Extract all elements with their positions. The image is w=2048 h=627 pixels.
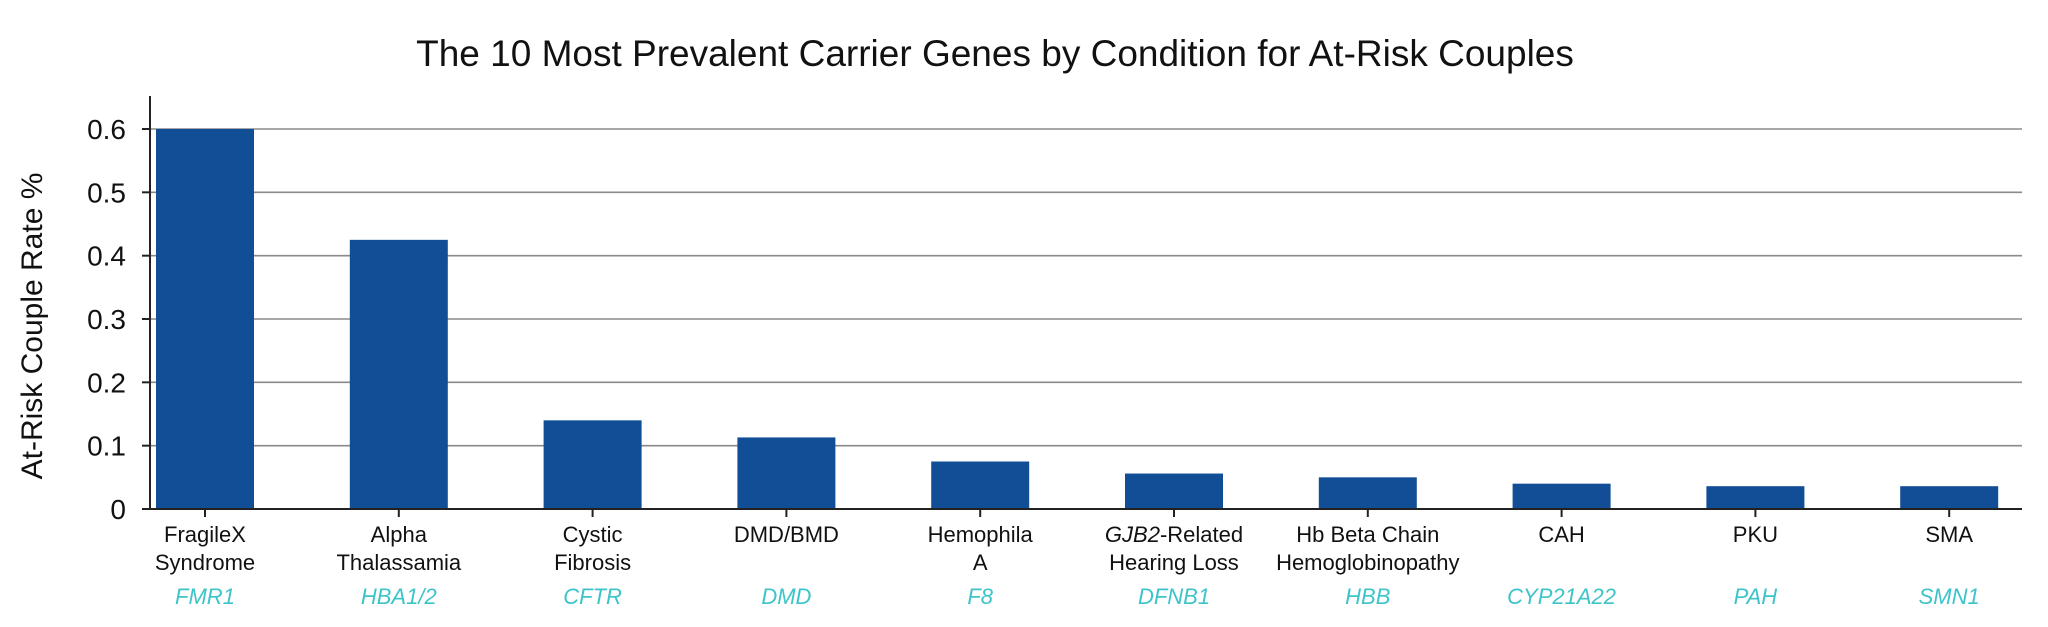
bar [1318,477,1417,509]
y-tick-label: 0.2 [87,367,126,398]
y-axis-label: At-Risk Couple Rate % [16,173,49,480]
gene-label: CFTR [563,584,622,609]
gene-label: CYP21A22 [1507,584,1616,609]
category-label: CAH [1538,522,1584,547]
y-tick-label: 0.4 [87,241,126,272]
category-label: DMD/BMD [734,522,839,547]
gene-label: DFNB1 [1138,584,1210,609]
bar [1512,483,1611,509]
category-label: SMA [1925,522,1973,547]
gene-label: DMD [761,584,811,609]
y-tick-label: 0.1 [87,431,126,462]
category-label: A [973,550,988,575]
category-label: Alpha [371,522,428,547]
gene-label: FMR1 [175,584,235,609]
y-tick-label: 0.3 [87,304,126,335]
gene-label: HBA1/2 [361,584,437,609]
category-labels: FragileX Syndrome Alpha Thalassamia Cystic Fi… [155,509,1973,575]
category-label: FragileX [164,522,246,547]
bar [1125,473,1223,509]
bar [1706,486,1805,509]
bar [737,437,836,509]
chart-title: The 10 Most Prevalent Carrier Genes by C… [416,33,1574,74]
gene-label: F8 [967,584,993,609]
gene-label: SMN1 [1919,584,1980,609]
bar [156,129,254,509]
category-label: Cystic [563,522,623,547]
category-label: Hb Beta Chain [1296,522,1439,547]
bar [931,461,1030,509]
category-label: Hemophila [928,522,1034,547]
category-label: Thalassamia [336,550,461,575]
category-label: GJB2-Related [1105,522,1243,547]
bar [349,239,448,510]
category-label: Hearing Loss [1109,550,1239,575]
y-tick-label: 0 [110,494,126,525]
gene-labels: FMR1 HBA1/2 CFTR DMD F8 DFNB1 HBB CYP21A22 PAH SM… [175,584,1980,609]
bar [1900,486,1999,509]
category-label: PKU [1733,522,1778,547]
gridlines [150,128,2022,447]
gene-label: HBB [1345,584,1390,609]
gene-label: PAH [1734,584,1778,609]
y-tick-label: 0.5 [87,177,126,208]
bar [543,420,642,509]
bars [156,129,1999,510]
y-tick-label: 0.6 [87,114,126,145]
category-label: Fibrosis [554,550,631,575]
category-label: Syndrome [155,550,255,575]
y-tick-labels: 0 0.1 0.2 0.3 0.4 0.5 0.6 [87,114,150,525]
axes [149,96,2022,510]
category-label: Hemoglobinopathy [1276,550,1459,575]
